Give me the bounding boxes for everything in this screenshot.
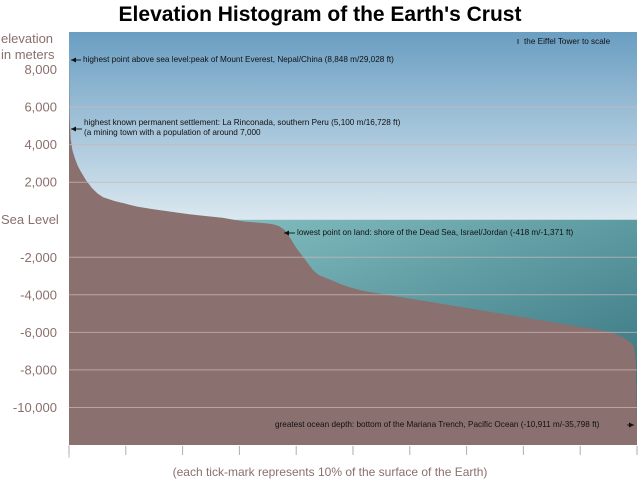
annotation-rinconada-text: highest known permanent settlement: La R… <box>84 118 401 127</box>
annotation-everest-arrow-head <box>71 57 76 63</box>
crust-area <box>69 53 637 445</box>
y-axis-label-line-2: in meters <box>1 47 55 62</box>
y-axis-label-line-1: elevation <box>1 31 53 46</box>
annotation-mariana-text: greatest ocean depth: bottom of the Mari… <box>275 420 600 429</box>
annotation-everest-text: highest point above sea level:peak of Mo… <box>83 55 394 64</box>
y-tick-label: 6,000 <box>24 100 57 115</box>
y-tick-label: -2,000 <box>20 250 57 265</box>
y-tick-label: -10,000 <box>13 400 57 415</box>
annotation-dead-sea-arrow-head <box>284 230 289 236</box>
y-tick-label: 8,000 <box>24 62 57 77</box>
y-tick-label: -6,000 <box>20 325 57 340</box>
annotation-rinconada-arrow-head <box>71 126 76 132</box>
plot-area <box>69 32 637 445</box>
gridlines <box>69 106 637 408</box>
y-tick-label: 2,000 <box>24 175 57 190</box>
y-tick-label: -8,000 <box>20 362 57 377</box>
axes: 8,000 6,000 4,000 2,000 Sea Level -2,000 -4,00… <box>1 62 638 458</box>
x-axis-label: (each tick-mark represents 10% of the su… <box>173 465 488 479</box>
y-tick-label: 4,000 <box>24 137 57 152</box>
y-tick-label: -4,000 <box>20 287 57 302</box>
annotation-dead-sea-text: lowest point on land: shore of the Dead … <box>297 228 574 237</box>
annotations: highest point above sea level:peak of Mo… <box>71 37 634 429</box>
sky-background <box>69 32 637 220</box>
chart-title: Elevation Histogram of the Earth's Crust <box>119 3 522 26</box>
annotation-rinconada-text: (a mining town with a population of arou… <box>84 128 261 137</box>
annotation-mariana-arrow-head <box>629 422 634 428</box>
y-tick-label-sea-level: Sea Level <box>1 212 59 227</box>
annotation-eiffel-text: the Eiffel Tower to scale <box>524 37 611 46</box>
